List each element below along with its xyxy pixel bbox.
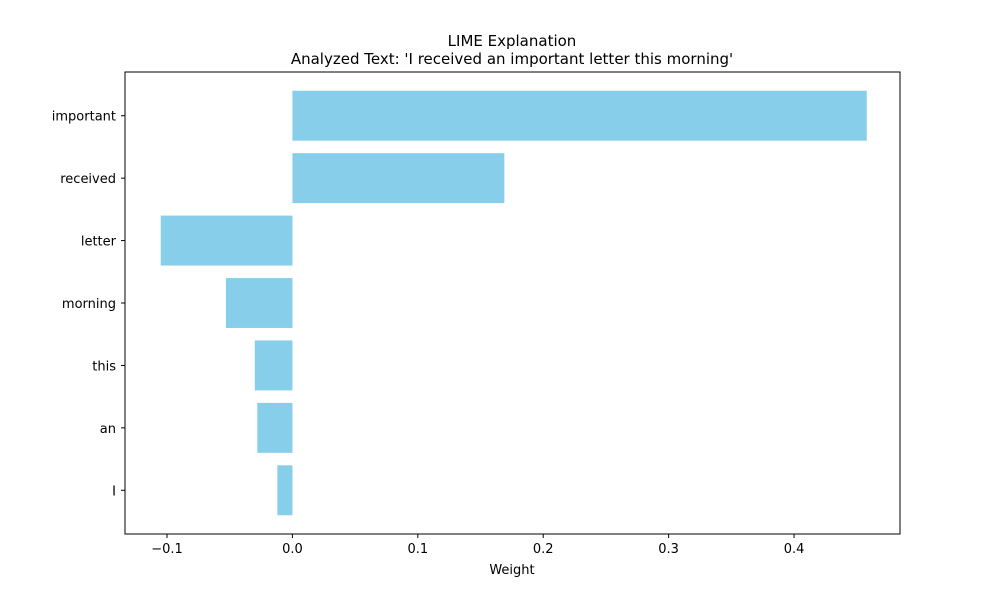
bar-important: [292, 90, 867, 141]
y-tick-label: this: [92, 359, 116, 374]
x-tick-label: −0.1: [151, 542, 183, 557]
bar-letter: [160, 215, 293, 266]
x-tick-label: 0.1: [407, 542, 428, 557]
bar-morning: [225, 278, 293, 328]
bars-layer: [160, 90, 867, 516]
y-tick-label: morning: [62, 297, 116, 312]
bar-an: [257, 402, 293, 453]
y-tick-label: an: [100, 422, 116, 437]
chart-title: LIME Explanation: [448, 32, 577, 50]
x-tick-label: 0.3: [658, 542, 679, 557]
y-tick-label: received: [60, 172, 116, 187]
y-tick-label: letter: [81, 235, 117, 250]
y-tick-label: I: [112, 484, 116, 499]
chart-subtitle: Analyzed Text: 'I received an important …: [291, 50, 733, 68]
x-axis-label: Weight: [489, 563, 534, 578]
bar-this: [254, 340, 293, 391]
x-tick-label: 0.4: [784, 542, 805, 557]
y-tick-label: important: [52, 110, 116, 125]
x-tick-label: 0.0: [282, 542, 303, 557]
plot-frame: [124, 71, 901, 535]
axes-layer: important received letter morning this an I −0.…: [52, 71, 901, 557]
bar-received: [292, 153, 505, 204]
bar-i: [277, 465, 293, 516]
x-tick-label: 0.2: [533, 542, 554, 557]
